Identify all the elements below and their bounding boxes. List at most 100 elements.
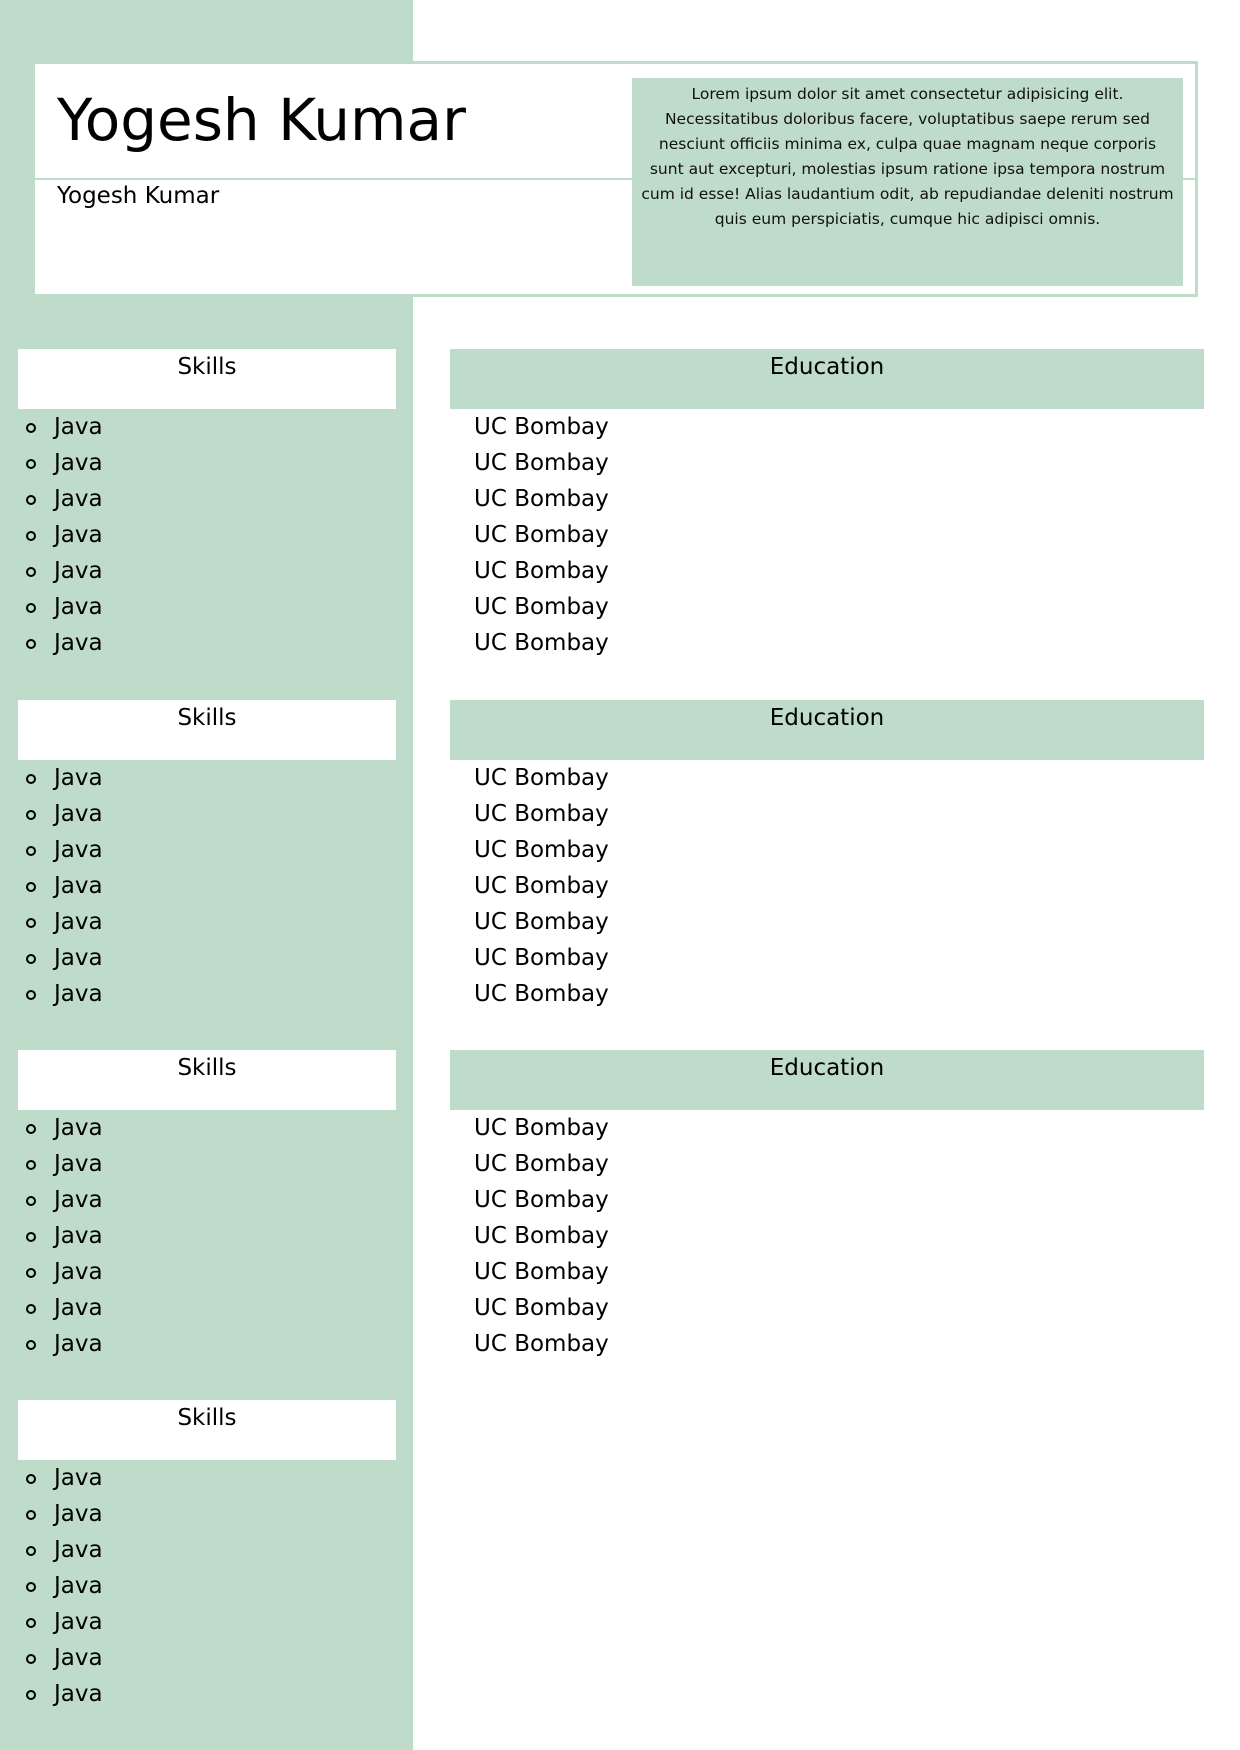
skill-label: Java xyxy=(54,1681,103,1707)
header-divider xyxy=(35,178,1195,180)
list-item: Java xyxy=(26,1254,396,1290)
list-item: Java xyxy=(26,1532,396,1568)
skill-label: Java xyxy=(54,801,103,827)
list-item: UC Bombay xyxy=(474,945,609,971)
resume-header: Yogesh Kumar Yogesh Kumar Lorem ipsum do… xyxy=(32,61,1198,297)
list-item: Java xyxy=(26,409,396,445)
list-item: Java xyxy=(26,1496,396,1532)
list-item: UC Bombay xyxy=(474,837,609,863)
skills-list: Java Java Java Java Java Java Java xyxy=(26,1460,396,1712)
circle-bullet-icon xyxy=(26,1690,36,1700)
skill-label: Java xyxy=(54,1573,103,1599)
list-item: UC Bombay xyxy=(474,558,609,584)
skill-label: Java xyxy=(54,837,103,863)
skill-label: Java xyxy=(54,765,103,791)
skill-label: Java xyxy=(54,1465,103,1491)
list-item: Java xyxy=(26,904,396,940)
circle-bullet-icon xyxy=(26,954,36,964)
circle-bullet-icon xyxy=(26,639,36,649)
subtitle-name: Yogesh Kumar xyxy=(57,183,220,209)
list-item: UC Bombay xyxy=(474,1223,609,1249)
list-item: UC Bombay xyxy=(474,873,609,899)
circle-bullet-icon xyxy=(26,846,36,856)
circle-bullet-icon xyxy=(26,990,36,1000)
list-item: UC Bombay xyxy=(474,1295,609,1321)
skills-heading: Skills xyxy=(18,700,396,760)
education-list: UC Bombay UC Bombay UC Bombay UC Bombay … xyxy=(474,409,1174,661)
list-item: Java xyxy=(26,1676,396,1712)
list-item: Java xyxy=(26,976,396,1012)
list-item: Java xyxy=(26,1640,396,1676)
circle-bullet-icon xyxy=(26,918,36,928)
list-item: Java xyxy=(26,832,396,868)
circle-bullet-icon xyxy=(26,1340,36,1350)
list-item: Java xyxy=(26,760,396,796)
list-item: Java xyxy=(26,625,396,661)
list-item: UC Bombay xyxy=(474,450,609,476)
skill-label: Java xyxy=(54,1259,103,1285)
list-item: Java xyxy=(26,1182,396,1218)
skill-label: Java xyxy=(54,1537,103,1563)
list-item: Java xyxy=(26,517,396,553)
list-item: UC Bombay xyxy=(474,522,609,548)
list-item: UC Bombay xyxy=(474,1187,609,1213)
list-item: Java xyxy=(26,589,396,625)
education-list: UC Bombay UC Bombay UC Bombay UC Bombay … xyxy=(474,1110,1174,1362)
list-item: Java xyxy=(26,1568,396,1604)
skill-label: Java xyxy=(54,1223,103,1249)
list-item: UC Bombay xyxy=(474,630,609,656)
summary-text: Lorem ipsum dolor sit amet consectetur a… xyxy=(632,78,1183,286)
list-item: UC Bombay xyxy=(474,1115,609,1141)
skill-label: Java xyxy=(54,1609,103,1635)
skills-heading: Skills xyxy=(18,1050,396,1110)
list-item: Java xyxy=(26,1218,396,1254)
circle-bullet-icon xyxy=(26,1474,36,1484)
skill-label: Java xyxy=(54,486,103,512)
list-item: UC Bombay xyxy=(474,1259,609,1285)
skills-list: Java Java Java Java Java Java Java xyxy=(26,1110,396,1362)
list-item: Java xyxy=(26,796,396,832)
list-item: UC Bombay xyxy=(474,765,609,791)
circle-bullet-icon xyxy=(26,531,36,541)
skill-label: Java xyxy=(54,558,103,584)
skill-label: Java xyxy=(54,945,103,971)
circle-bullet-icon xyxy=(26,1654,36,1664)
list-item: UC Bombay xyxy=(474,1331,609,1357)
circle-bullet-icon xyxy=(26,774,36,784)
circle-bullet-icon xyxy=(26,1124,36,1134)
skill-label: Java xyxy=(54,522,103,548)
list-item: UC Bombay xyxy=(474,414,609,440)
list-item: UC Bombay xyxy=(474,981,609,1007)
circle-bullet-icon xyxy=(26,567,36,577)
skill-label: Java xyxy=(54,1187,103,1213)
education-list: UC Bombay UC Bombay UC Bombay UC Bombay … xyxy=(474,760,1174,1012)
page-title: Yogesh Kumar xyxy=(57,86,466,154)
circle-bullet-icon xyxy=(26,423,36,433)
list-item: Java xyxy=(26,1326,396,1362)
circle-bullet-icon xyxy=(26,882,36,892)
education-heading: Education xyxy=(450,700,1204,760)
circle-bullet-icon xyxy=(26,459,36,469)
circle-bullet-icon xyxy=(26,1304,36,1314)
skill-label: Java xyxy=(54,1295,103,1321)
skills-heading: Skills xyxy=(18,1400,396,1460)
list-item: UC Bombay xyxy=(474,486,609,512)
list-item: Java xyxy=(26,1110,396,1146)
list-item: Java xyxy=(26,1460,396,1496)
skill-label: Java xyxy=(54,909,103,935)
list-item: UC Bombay xyxy=(474,909,609,935)
circle-bullet-icon xyxy=(26,495,36,505)
skill-label: Java xyxy=(54,450,103,476)
skills-heading: Skills xyxy=(18,349,396,409)
list-item: Java xyxy=(26,445,396,481)
circle-bullet-icon xyxy=(26,810,36,820)
circle-bullet-icon xyxy=(26,1510,36,1520)
circle-bullet-icon xyxy=(26,1546,36,1556)
skill-label: Java xyxy=(54,1645,103,1671)
list-item: UC Bombay xyxy=(474,801,609,827)
circle-bullet-icon xyxy=(26,1618,36,1628)
skill-label: Java xyxy=(54,414,103,440)
skill-label: Java xyxy=(54,873,103,899)
list-item: Java xyxy=(26,1146,396,1182)
skills-list: Java Java Java Java Java Java Java xyxy=(26,409,396,661)
